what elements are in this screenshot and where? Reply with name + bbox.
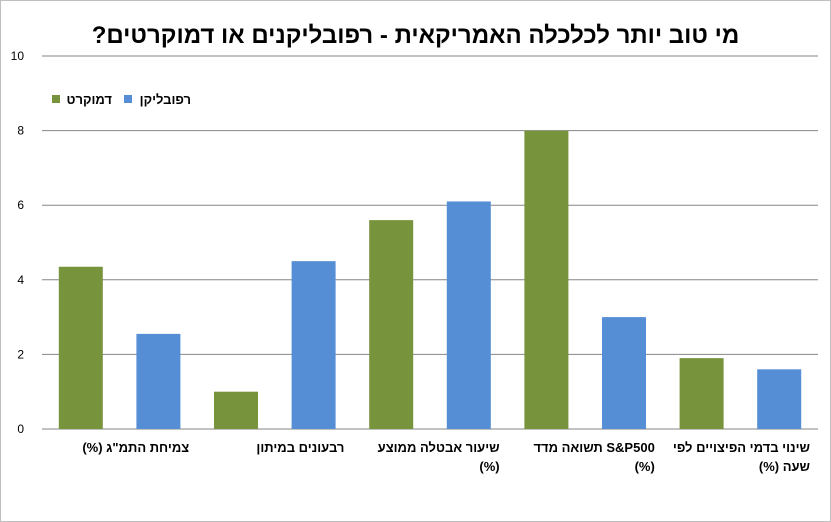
legend-label: רפובליקן bbox=[140, 92, 191, 107]
y-tick-label: 6 bbox=[17, 198, 24, 212]
x-axis-labels: צמיחת התמ"ג (%) רבעונים במיתון שיעור אבטלה… bbox=[82, 440, 810, 474]
legend: דמוקרט רפובליקן bbox=[52, 92, 191, 107]
bar-republican bbox=[291, 261, 336, 429]
chart-title: מי טוב יותר לכלכלה האמריקאית - רפובליקני… bbox=[91, 22, 740, 49]
category-label: (%) bbox=[479, 459, 499, 474]
bar-democrat bbox=[524, 130, 569, 429]
bar-republican bbox=[602, 317, 646, 429]
bar-democrat bbox=[58, 266, 103, 429]
bars bbox=[58, 130, 802, 429]
y-tick-label: 10 bbox=[11, 49, 25, 63]
category-label: (%) bbox=[635, 459, 655, 474]
category-label: שיעור אבטלה ממוצע bbox=[378, 440, 500, 455]
y-tick-label: 2 bbox=[17, 347, 24, 361]
bar-democrat bbox=[369, 220, 414, 429]
category-label: צמיחת התמ"ג (%) bbox=[82, 440, 189, 455]
y-axis-ticks: 0 2 4 6 8 10 bbox=[11, 49, 25, 436]
bar-republican bbox=[757, 369, 802, 429]
bar-democrat bbox=[214, 391, 258, 429]
category-label: שעה (%) bbox=[759, 459, 810, 474]
bar-democrat bbox=[679, 358, 724, 429]
y-tick-label: 8 bbox=[17, 124, 24, 138]
bar-republican bbox=[136, 333, 181, 429]
bar-republican bbox=[446, 201, 491, 429]
category-label: שינוי בדמי הפיצויים לפי bbox=[673, 440, 810, 455]
legend-swatch bbox=[52, 95, 60, 103]
legend-label: דמוקרט bbox=[67, 92, 113, 107]
y-tick-label: 0 bbox=[17, 422, 24, 436]
legend-swatch bbox=[124, 95, 132, 103]
category-label: S&P500 תשואה מדד bbox=[533, 440, 654, 455]
y-tick-label: 4 bbox=[17, 273, 24, 287]
category-label: רבעונים במיתון bbox=[256, 440, 344, 455]
